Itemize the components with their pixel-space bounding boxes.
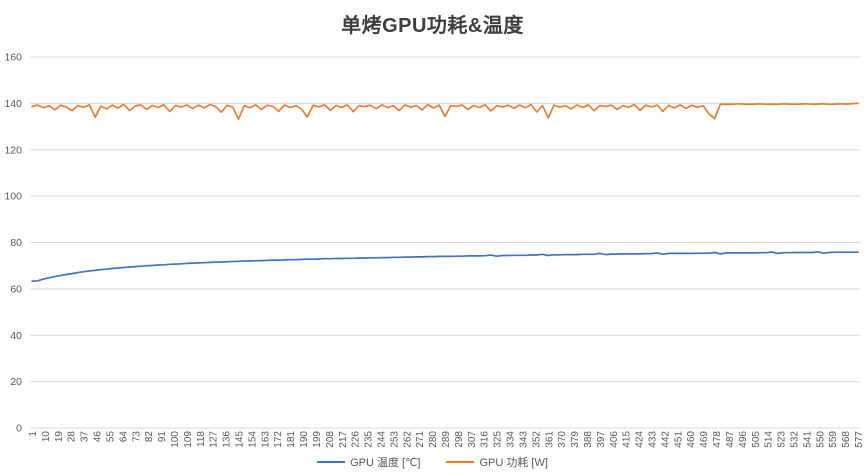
x-tick-label: 424 [635, 431, 646, 448]
chart-legend: GPU 温度 [℃] GPU 功耗 [W] [0, 454, 865, 470]
x-tick-label: 82 [144, 431, 155, 443]
x-tick-label: 262 [402, 431, 413, 448]
x-tick-label: 559 [828, 431, 839, 448]
y-tick-label: 60 [10, 283, 22, 295]
x-tick-label: 19 [54, 431, 65, 443]
x-tick-label: 370 [557, 431, 568, 448]
legend-item-gpu-power: GPU 功耗 [W] [446, 454, 548, 470]
x-tick-label: 415 [622, 431, 633, 448]
x-tick-label: 100 [170, 431, 181, 448]
x-tick-label: 253 [389, 431, 400, 448]
y-tick-label: 120 [4, 144, 22, 156]
x-tick-label: 469 [699, 431, 710, 448]
legend-label-power: GPU 功耗 [W] [479, 457, 548, 469]
x-tick-label: 460 [686, 431, 697, 448]
x-tick-label: 307 [467, 431, 478, 448]
series-line-gpu-temp [31, 250, 859, 283]
x-tick-label: 514 [764, 431, 775, 448]
x-tick-label: 442 [660, 431, 671, 448]
x-tick-label: 55 [105, 431, 116, 443]
x-tick-label: 487 [725, 431, 736, 448]
x-tick-label: 406 [609, 431, 620, 448]
x-tick-label: 163 [260, 431, 271, 448]
x-tick-label: 64 [118, 431, 129, 443]
x-tick-label: 388 [583, 431, 594, 448]
x-tick-label: 361 [544, 431, 555, 448]
x-tick-label: 433 [648, 431, 659, 448]
x-tick-label: 1 [28, 431, 39, 437]
x-tick-label: 280 [428, 431, 439, 448]
y-tick-label: 100 [4, 191, 22, 203]
x-tick-label: 379 [570, 431, 581, 448]
x-tick-label: 181 [286, 431, 297, 448]
x-tick-label: 235 [364, 431, 375, 448]
x-tick-label: 73 [131, 431, 142, 443]
y-tick-label: 40 [10, 330, 22, 342]
x-tick-label: 28 [67, 431, 78, 443]
x-tick-label: 505 [751, 431, 762, 448]
x-tick-label: 154 [247, 431, 258, 448]
y-tick-label: 160 [4, 52, 22, 64]
legend-item-gpu-temp: GPU 温度 [℃] [317, 454, 420, 470]
x-tick-label: 352 [531, 431, 542, 448]
x-tick-label: 451 [673, 431, 684, 448]
x-tick-label: 523 [777, 431, 788, 448]
y-tick-label: 140 [4, 98, 22, 110]
x-tick-label: 109 [183, 431, 194, 448]
legend-line-swatch-power [446, 461, 475, 463]
x-tick-label: 289 [441, 431, 452, 448]
x-tick-label: 334 [506, 431, 517, 448]
x-tick-label: 316 [480, 431, 491, 448]
x-tick-label: 208 [325, 431, 336, 448]
x-tick-label: 145 [235, 431, 246, 448]
x-tick-label: 127 [209, 431, 220, 448]
x-tick-label: 226 [351, 431, 362, 448]
x-tick-label: 10 [41, 431, 52, 443]
x-tick-label: 298 [454, 431, 465, 448]
x-tick-label: 271 [415, 431, 426, 448]
y-tick-label: 80 [10, 237, 22, 249]
x-tick-label: 397 [596, 431, 607, 448]
x-tick-label: 217 [338, 431, 349, 448]
legend-line-swatch-temp [317, 461, 346, 463]
y-tick-label: 20 [10, 376, 22, 388]
x-tick-label: 190 [299, 431, 310, 448]
x-tick-label: 91 [157, 431, 168, 443]
x-tick-label: 541 [802, 431, 813, 448]
x-tick-label: 37 [80, 431, 91, 443]
x-tick-label: 478 [712, 431, 723, 448]
x-tick-label: 577 [854, 431, 865, 448]
x-tick-label: 343 [518, 431, 529, 448]
x-tick-label: 568 [841, 431, 852, 448]
x-tick-label: 118 [196, 431, 207, 447]
x-tick-label: 496 [738, 431, 749, 448]
x-tick-label: 199 [312, 431, 323, 448]
x-tick-label: 325 [493, 431, 504, 448]
x-tick-label: 550 [815, 431, 826, 448]
y-tick-label: 0 [16, 423, 22, 435]
x-tick-label: 46 [93, 431, 104, 443]
x-tick-label: 244 [376, 431, 387, 448]
chart-title: 单烤GPU功耗&温度 [341, 15, 524, 37]
x-tick-label: 172 [273, 431, 284, 448]
legend-label-temp: GPU 温度 [℃] [350, 457, 421, 469]
series-line-gpu-power [31, 102, 859, 120]
x-tick-label: 532 [789, 431, 800, 448]
x-tick-label: 136 [222, 431, 233, 448]
